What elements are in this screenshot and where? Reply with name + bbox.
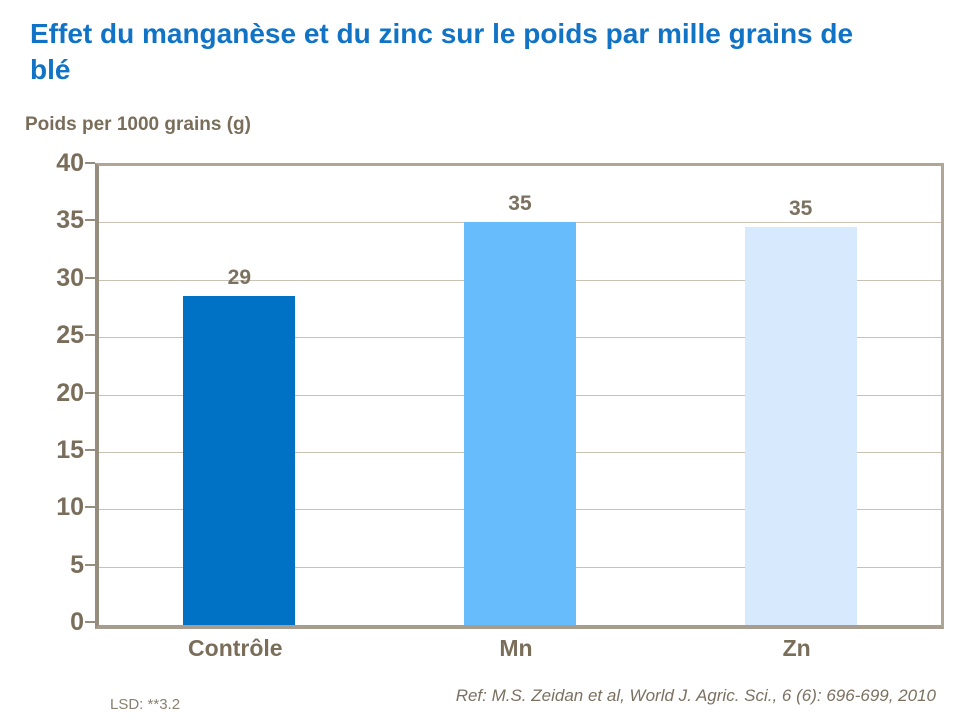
y-axis-title: Poids per 1000 grains (g) (25, 114, 251, 135)
y-tick-label-5: 5 (70, 550, 84, 579)
bar-zn (744, 227, 857, 625)
y-tick-label-20: 20 (56, 378, 84, 407)
y-tick-label-10: 10 (56, 493, 84, 522)
x-axis-label-controle: Contrôle (188, 635, 283, 661)
y-tick-label-0: 0 (70, 608, 84, 636)
plot-area: 29 35 35 (95, 163, 944, 629)
value-label-zn: 35 (788, 197, 813, 221)
y-tick-mark-10 (85, 506, 95, 509)
y-tick-label-40: 40 (56, 149, 84, 177)
x-axis-label-zn: Zn (782, 635, 811, 661)
y-tick-mark-35 (85, 219, 95, 222)
y-tick-label-15: 15 (56, 435, 84, 464)
value-label-mn: 35 (508, 192, 532, 216)
x-axis-labels: Contrôle Mn Zn (95, 634, 937, 666)
value-label-controle: 29 (227, 265, 251, 289)
footnote-ref: Ref: M.S. Zeidan et al, World J. Agric. … (455, 686, 936, 705)
chart-title: Effet du manganèse et du zinc sur le poi… (30, 18, 854, 85)
y-axis-tick-labels: 0 5 10 15 20 25 30 35 40 (0, 149, 84, 636)
y-tick-mark-40 (85, 162, 95, 164)
x-axis-label-mn: Mn (499, 635, 533, 661)
y-tick-mark-15 (85, 448, 95, 451)
y-tick-mark-25 (85, 334, 95, 337)
y-tick-label-35: 35 (56, 206, 84, 235)
y-tick-label-30: 30 (56, 263, 84, 292)
bar-mn (464, 222, 576, 625)
bar-controle (183, 295, 296, 625)
y-tick-mark-20 (85, 391, 95, 394)
y-axis-tick-marks (85, 162, 95, 623)
footnote-lsd: LSD: **3.2 (110, 696, 181, 713)
y-tick-mark-30 (85, 276, 95, 279)
y-tick-label-25: 25 (56, 321, 84, 350)
y-tick-mark-0 (85, 621, 95, 623)
y-tick-mark-5 (85, 563, 95, 566)
